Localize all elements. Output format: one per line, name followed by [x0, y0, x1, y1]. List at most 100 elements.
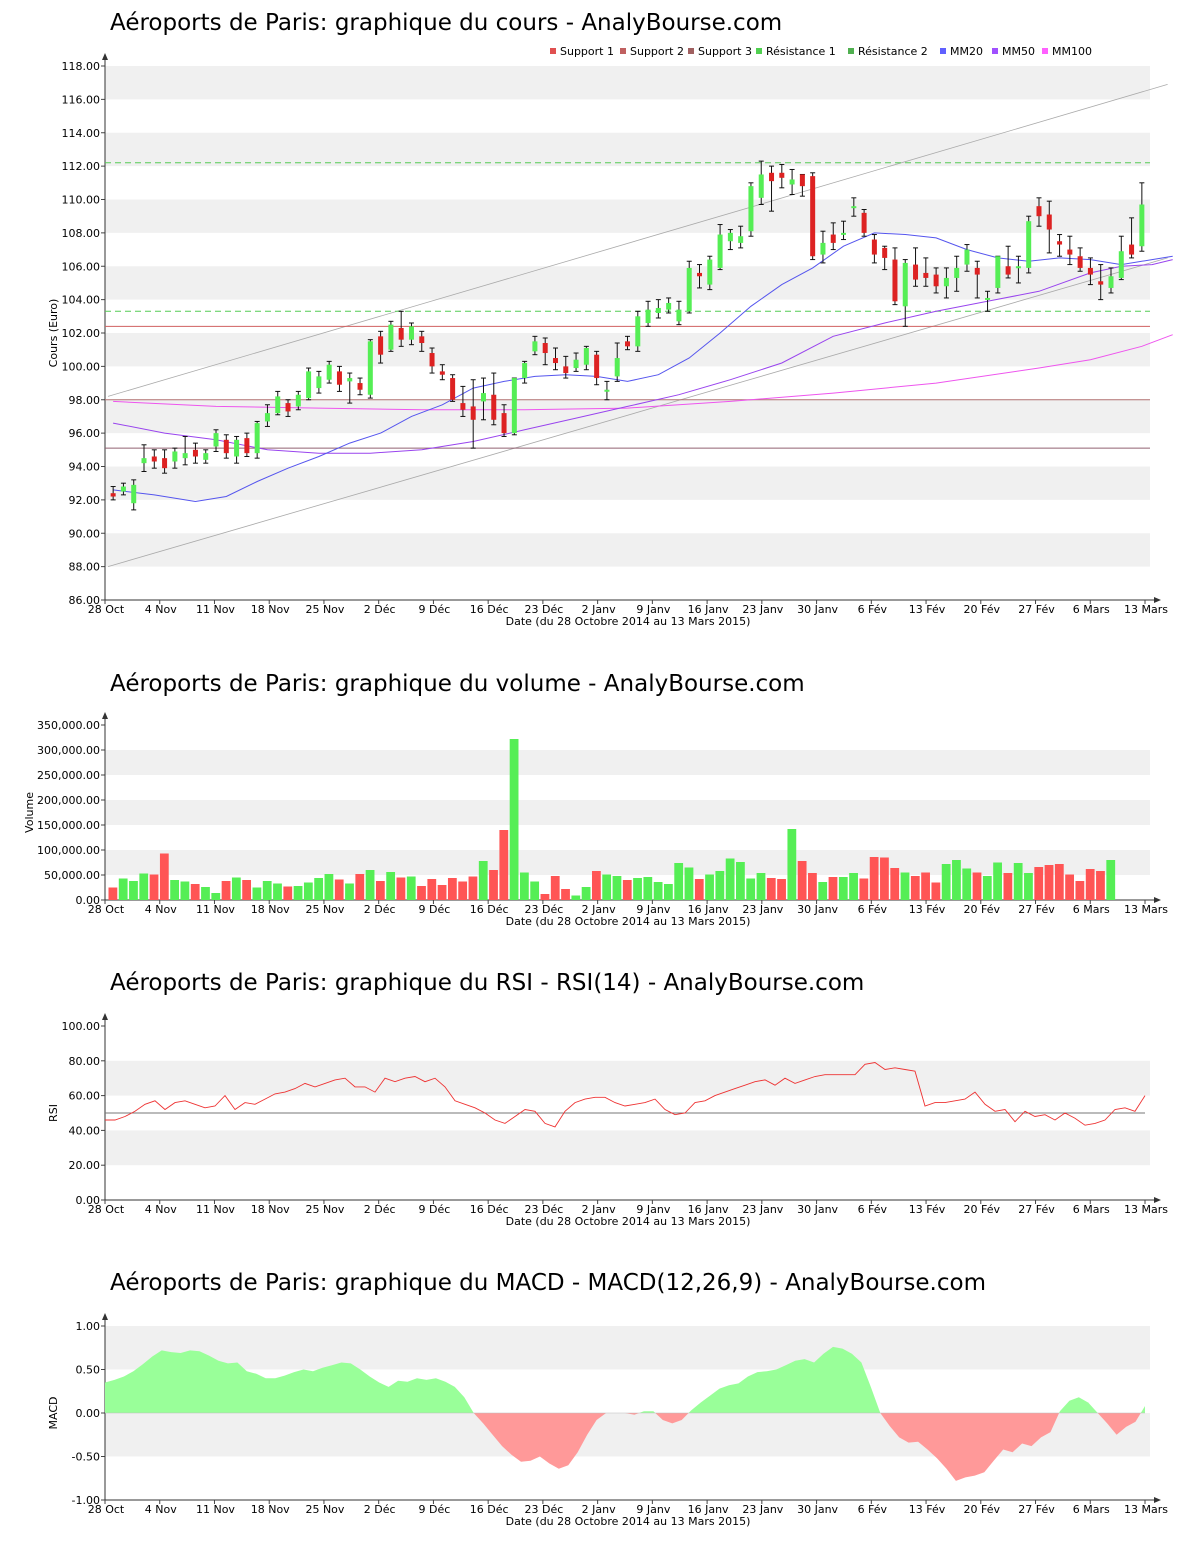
x-tick-label: 16 Déc [470, 1503, 509, 1516]
volume-bar [129, 881, 138, 900]
volume-bar [540, 894, 550, 900]
volume-bar [653, 882, 663, 900]
candle-body [522, 363, 528, 379]
volume-bar [1065, 874, 1074, 900]
volume-bar [159, 853, 169, 900]
volume-bar [900, 872, 910, 900]
candle-body [110, 493, 116, 497]
trend-channel-lower [107, 257, 1168, 567]
candle-body [1015, 266, 1021, 269]
volume-bar [633, 878, 642, 900]
volume-bar [561, 889, 570, 900]
candle-body [830, 234, 836, 243]
x-axis-label: Date (du 28 Octobre 2014 au 13 Mars 2015… [506, 615, 751, 628]
y-tick-label: 50,000.00 [44, 869, 100, 882]
volume-bar [797, 861, 807, 900]
x-tick-label: 11 Nov [196, 903, 235, 916]
volume-chart-title: Aéroports de Paris: graphique du volume … [110, 671, 805, 697]
volume-bar [571, 895, 581, 900]
y-tick-label: 40.00 [69, 1124, 101, 1137]
volume-bar [386, 872, 396, 900]
rsi-chart-title: Aéroports de Paris: graphique du RSI - R… [110, 970, 865, 996]
candle-body [347, 378, 353, 382]
legend-swatch [688, 48, 694, 54]
macd-positive-area [105, 1350, 474, 1413]
candle-body [532, 341, 538, 352]
x-tick-label: 2 Déc [364, 903, 396, 916]
candle-body [275, 396, 281, 414]
x-tick-label: 9 Déc [419, 903, 451, 916]
volume-bar [612, 876, 622, 900]
grid-band [105, 132, 1150, 167]
volume-bar [766, 878, 776, 900]
x-tick-label: 9 Déc [419, 1203, 451, 1216]
volume-bar [1024, 873, 1033, 900]
candle-body [727, 232, 733, 242]
x-tick-label: 16 Déc [470, 603, 509, 616]
mm100-line [113, 334, 1173, 411]
volume-bar [715, 871, 725, 900]
x-tick-label: 6 Fév [858, 903, 888, 916]
x-axis-arrow [1154, 597, 1161, 603]
volume-bar [684, 867, 694, 900]
candle-body [738, 236, 744, 243]
x-axis-arrow [1154, 1497, 1161, 1503]
candle-body [686, 267, 692, 312]
volume-bar [736, 862, 745, 900]
macd-negative-area [625, 1413, 640, 1415]
volume-bar [139, 873, 149, 900]
y-tick-label: 60.00 [69, 1090, 101, 1103]
macd-negative-area [473, 1413, 607, 1469]
volume-bar [458, 881, 468, 900]
trend-channel-upper [107, 84, 1168, 397]
candle-body [213, 433, 219, 447]
volume-bar [910, 876, 920, 900]
x-tick-label: 4 Nov [145, 1203, 177, 1216]
candle-body [902, 262, 908, 307]
macd-chart-title: Aéroports de Paris: graphique du MACD - … [110, 1270, 986, 1296]
candle-body [707, 259, 713, 285]
candle-body [460, 403, 466, 410]
y-tick-label: 1.00 [76, 1320, 101, 1333]
grid-band [105, 750, 1150, 775]
x-tick-label: 27 Fév [1018, 903, 1055, 916]
volume-bar [355, 874, 365, 900]
candle-body [1005, 266, 1011, 275]
legend-swatch [992, 48, 998, 54]
candle-body [954, 267, 960, 278]
volume-bar [118, 878, 128, 900]
x-tick-label: 27 Fév [1018, 603, 1055, 616]
mm50-line [113, 259, 1173, 454]
x-tick-label: 16 Janv [688, 1203, 729, 1216]
volume-bar [447, 878, 457, 900]
y-axis-label: Volume [23, 792, 36, 833]
x-axis-label: Date (du 28 Octobre 2014 au 13 Mars 2015… [506, 1515, 751, 1528]
price-chart: 86.00 88.00 90.00 92.00 94.00 96.00 98.00 100.0… [47, 45, 1173, 628]
x-tick-label: 30 Janv [797, 1203, 838, 1216]
x-tick-label: 4 Nov [145, 1503, 177, 1516]
x-tick-label: 6 Mars [1073, 603, 1110, 616]
x-tick-label: 9 Janv [636, 1203, 670, 1216]
volume-bar [221, 881, 231, 900]
volume-bar [550, 876, 560, 900]
volume-bar [406, 876, 416, 900]
volume-bar [818, 882, 828, 900]
volume-bar [777, 879, 786, 900]
x-tick-label: 25 Nov [305, 1503, 344, 1516]
x-tick-label: 16 Déc [470, 1203, 509, 1216]
volume-bar [293, 886, 303, 900]
x-tick-label: 23 Janv [742, 1203, 783, 1216]
volume-bar [108, 887, 118, 900]
y-tick-label: -1.00 [72, 1494, 100, 1507]
volume-bar [859, 878, 869, 900]
rsi-chart: 0.00 20.00 40.00 60.00 80.00 100.00 RSI 28 Oct 4… [47, 1013, 1168, 1228]
x-tick-label: 16 Janv [688, 1503, 729, 1516]
x-tick-label: 13 Mars [1124, 1203, 1168, 1216]
candle-body [655, 307, 661, 313]
y-axis-arrow [102, 53, 108, 60]
candle-body [223, 439, 229, 454]
candle-body [995, 256, 1001, 288]
y-tick-label: 116.00 [62, 93, 101, 106]
y-tick-label: 102.00 [62, 327, 101, 340]
